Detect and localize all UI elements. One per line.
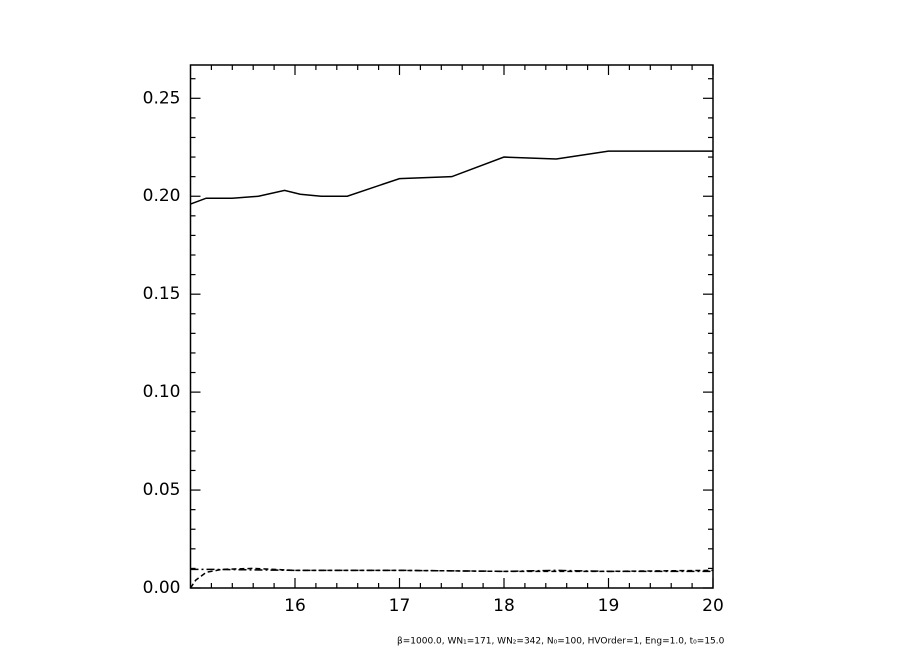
x-tick-label: 19 — [598, 596, 620, 616]
x-tick-label: 16 — [284, 596, 306, 616]
x-tick-label: 18 — [493, 596, 515, 616]
y-tick-label: 0.10 — [143, 382, 181, 402]
x-tick-label: 20 — [702, 596, 724, 616]
y-tick-label: 0.20 — [143, 186, 181, 206]
data-line — [190, 150, 713, 205]
y-tick-label: 0.00 — [143, 578, 181, 598]
y-tick-label: 0.15 — [143, 284, 181, 304]
x-tick-label: 17 — [389, 596, 411, 616]
footnote: β=1000.0, WN₁=171, WN₂=342, N₀=100, HVOr… — [397, 637, 725, 647]
y-tick-label: 0.05 — [143, 480, 181, 500]
data-line — [190, 568, 713, 573]
plot-frame — [189, 64, 714, 589]
y-tick-label: 0.25 — [143, 88, 181, 108]
